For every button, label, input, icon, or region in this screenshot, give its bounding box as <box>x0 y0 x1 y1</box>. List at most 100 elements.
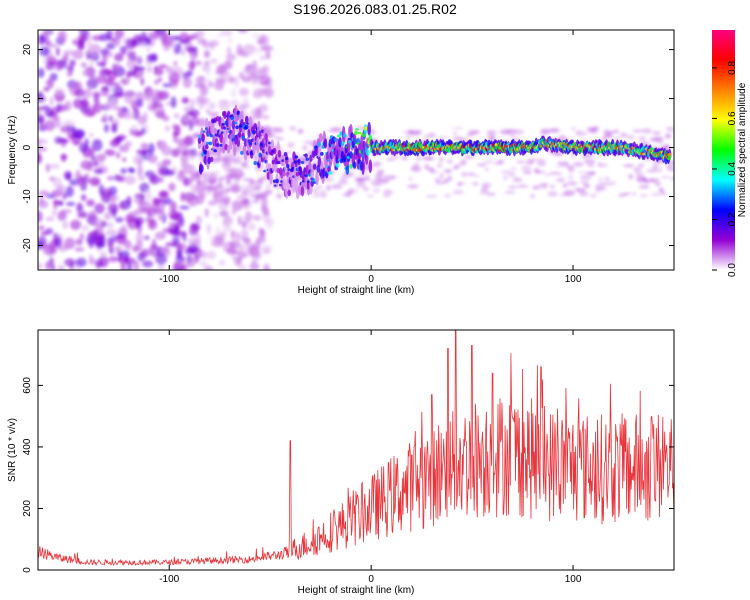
noise-blob <box>38 35 46 45</box>
haze-blob <box>507 185 518 190</box>
noise-blob <box>133 155 144 166</box>
noise-blob <box>170 148 181 158</box>
colorbar-tick-label: 0.0 <box>727 263 738 277</box>
noise-blob <box>149 174 160 185</box>
haze-blob <box>641 128 652 134</box>
haze-blob <box>383 179 390 183</box>
noise-blob <box>109 241 114 249</box>
noise-blob <box>75 257 87 268</box>
noise-blob <box>247 214 258 219</box>
snr-series-line <box>38 330 674 567</box>
ridge-cell <box>298 166 302 171</box>
haze-blob <box>202 171 214 175</box>
haze-blob <box>594 190 602 193</box>
haze-blob <box>664 133 672 139</box>
noise-blob <box>62 138 70 144</box>
haze-blob <box>205 185 215 191</box>
noise-blob <box>175 254 185 264</box>
noise-blob <box>48 163 61 169</box>
haze-blob <box>229 174 241 179</box>
ridge-cell <box>236 110 241 116</box>
noise-blob <box>243 237 252 245</box>
haze-blob <box>416 155 421 162</box>
haze-blob <box>597 177 604 181</box>
noise-blob <box>75 169 81 178</box>
haze-blob <box>534 168 540 174</box>
haze-blob <box>316 192 329 196</box>
ridge-cell <box>230 116 235 121</box>
noise-blob <box>259 55 266 61</box>
haze-blob <box>429 170 438 174</box>
haze-blob <box>658 187 665 193</box>
haze-blob <box>502 174 508 181</box>
haze-blob <box>562 183 568 188</box>
haze-blob <box>516 160 525 163</box>
haze-blob <box>451 126 464 130</box>
haze-blob <box>654 182 662 186</box>
ridge-cell <box>304 153 308 158</box>
haze-blob <box>297 128 304 134</box>
noise-blob <box>200 97 210 105</box>
noise-blob <box>227 36 233 44</box>
noise-blob <box>170 96 177 109</box>
haze-blob <box>532 187 539 190</box>
noise-blob <box>226 46 232 55</box>
ridge-cell <box>234 122 238 125</box>
noise-blob <box>265 50 271 60</box>
noise-blob <box>217 99 230 105</box>
noise-blob <box>39 46 50 57</box>
noise-blob <box>183 115 190 120</box>
haze-blob <box>289 125 296 131</box>
noise-blob <box>98 255 109 268</box>
noise-blob <box>163 197 172 205</box>
haze-blob <box>506 129 518 135</box>
noise-blob <box>251 32 260 40</box>
ridge-cell <box>345 165 350 176</box>
haze-blob <box>463 154 470 158</box>
ridge-cell <box>275 178 279 184</box>
haze-blob <box>382 195 391 198</box>
noise-blob <box>46 55 57 66</box>
haze-blob <box>575 131 588 137</box>
noise-blob <box>38 236 47 247</box>
haze-blob <box>330 127 342 133</box>
noise-blob <box>134 216 145 226</box>
snr-y-tick-label: 600 <box>22 377 33 394</box>
noise-blob <box>146 54 157 63</box>
noise-blob <box>38 190 50 197</box>
noise-blob <box>154 231 167 240</box>
ridge-cell <box>323 138 328 149</box>
haze-blob <box>500 170 512 174</box>
noise-blob <box>106 175 115 181</box>
noise-blob <box>185 47 198 52</box>
haze-blob <box>385 158 396 161</box>
noise-blob <box>161 212 167 224</box>
noise-blob <box>256 106 261 115</box>
noise-blob <box>187 60 196 70</box>
haze-blob <box>452 165 458 170</box>
snr-plot-area <box>38 330 674 570</box>
noise-blob <box>72 38 78 46</box>
noise-blob <box>261 45 274 52</box>
noise-blob <box>146 46 151 52</box>
haze-blob <box>617 193 625 198</box>
haze-blob <box>405 135 411 140</box>
haze-blob <box>242 166 252 170</box>
colorbar-label: Normalized spectral amplitude <box>737 82 748 217</box>
noise-blob <box>252 59 258 72</box>
ridge-cell <box>255 137 260 154</box>
noise-blob <box>164 125 170 132</box>
haze-blob <box>607 134 613 139</box>
haze-blob <box>555 177 566 183</box>
noise-blob <box>251 71 257 78</box>
noise-blob <box>94 203 105 214</box>
ridge-cell <box>300 161 305 165</box>
noise-blob <box>45 194 56 199</box>
snr-x-tick-label: 100 <box>565 574 582 585</box>
noise-blob <box>38 146 48 152</box>
haze-blob <box>633 166 642 173</box>
noise-blob <box>50 264 56 270</box>
noise-blob <box>205 266 211 270</box>
noise-blob <box>79 232 85 241</box>
noise-blob <box>133 198 144 204</box>
